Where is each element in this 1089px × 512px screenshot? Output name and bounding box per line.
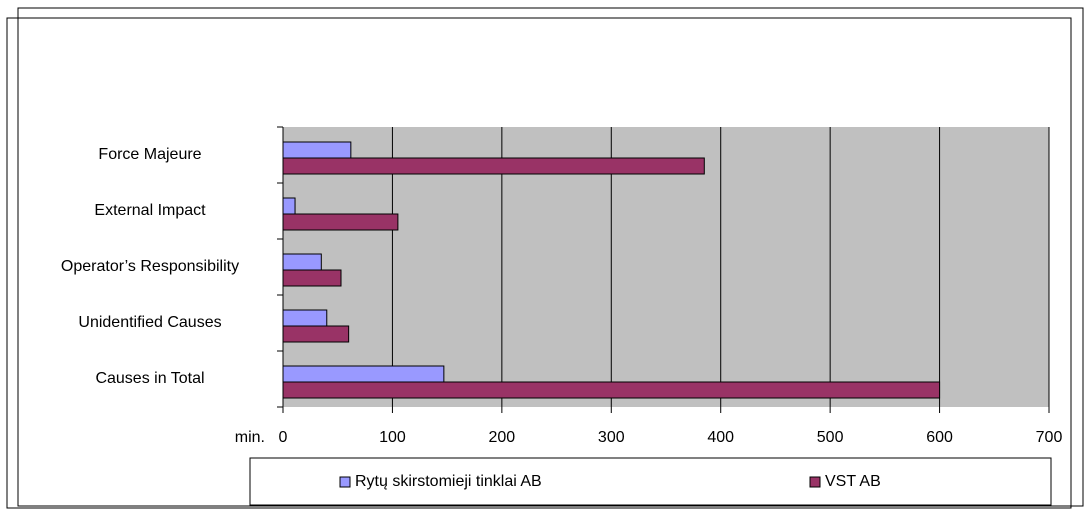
legend-label: VST AB [825, 473, 881, 490]
x-tick-label: 700 [1036, 429, 1063, 446]
bar [282, 157, 705, 175]
bar [282, 325, 350, 343]
outer-frame [17, 7, 1084, 507]
legend-label: Rytų skirstomieji tinklai AB [355, 473, 542, 490]
x-tick-label: 200 [489, 429, 516, 446]
y-tick-label: Operator’s Responsibility [61, 258, 239, 275]
legend-swatch [809, 476, 821, 488]
x-tick-label: 100 [379, 429, 406, 446]
x-tick-label: 300 [598, 429, 625, 446]
y-tick-label: Force Majeure [98, 146, 201, 163]
legend-swatch [339, 476, 351, 488]
y-tick-label: External Impact [94, 202, 206, 219]
bar [282, 141, 352, 159]
bar [282, 365, 445, 383]
bar [282, 381, 941, 399]
y-tick-label: Causes in Total [95, 370, 204, 387]
y-tick-label: Unidentified Causes [78, 314, 221, 331]
x-tick-label: 500 [817, 429, 844, 446]
bar [282, 309, 328, 327]
bar [282, 213, 399, 231]
bar [282, 197, 296, 215]
x-tick-label: 0 [279, 429, 288, 446]
legend-box [249, 457, 1052, 506]
bar [282, 253, 322, 271]
x-axis-label: min. [235, 429, 265, 446]
x-tick-label: 400 [707, 429, 734, 446]
inner-frame [6, 17, 1072, 509]
x-tick-label: 600 [926, 429, 953, 446]
bar [282, 269, 342, 287]
